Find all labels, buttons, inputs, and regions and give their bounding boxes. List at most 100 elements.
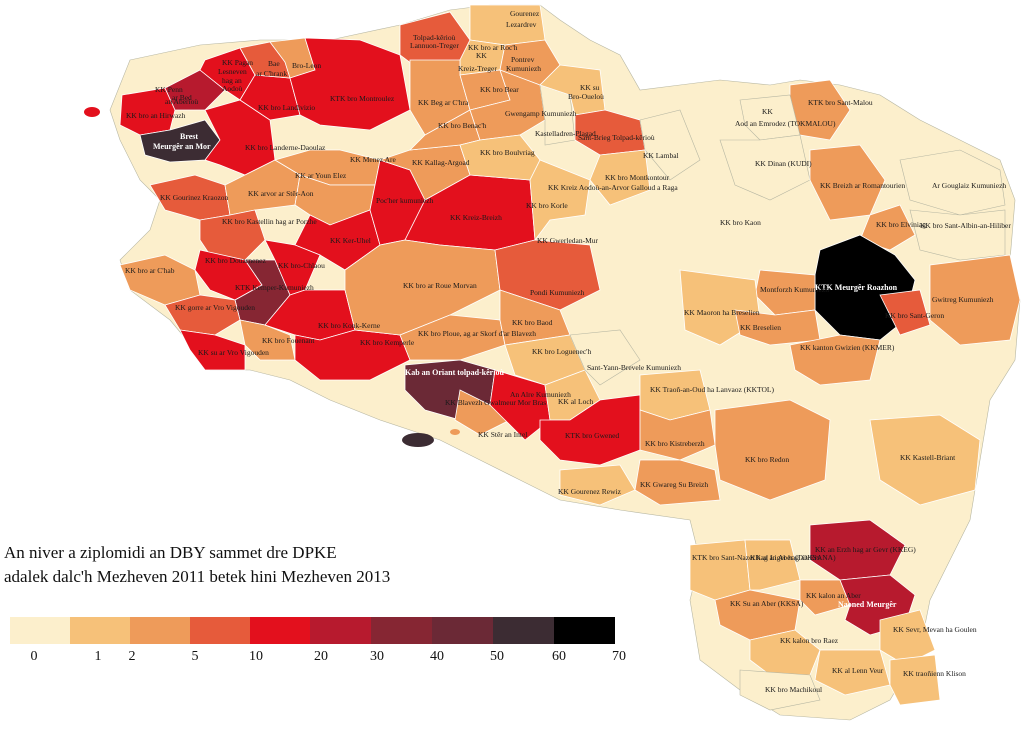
legend: 0 1 2 5 10 20 30 40 50 60 70 (10, 617, 626, 667)
map-label: KK Lambal (643, 151, 679, 160)
legend-tick-label: 20 (314, 649, 328, 664)
map-label: Sant-Brieg Tolpad-kêrioù (578, 133, 655, 142)
region-kk-kalon-an-aber (799, 579, 851, 616)
map-label: KK Breizh ar Romantourien (820, 181, 905, 190)
region-ktk-sant-nazer (689, 539, 751, 601)
map-label: KK kanton Gwizien (KKMER) (800, 343, 895, 352)
map-label: Lezardrev (506, 20, 537, 29)
map-label: Kab an Oriant tolpad-kêrioù (405, 368, 504, 377)
map-label: KTK Meurgêr Roazhon (815, 283, 898, 292)
map-label: KK an Erzh hag ar Gevr (KKEG) (815, 545, 916, 554)
legend-tick-label: 30 (370, 649, 384, 664)
map-label: KK bro ar Roc'h (468, 43, 518, 52)
map-label: KK bro Bear (480, 85, 519, 94)
map-label: KK bro Boulvriag (480, 148, 535, 157)
region-kk-gourenez-rewiz (559, 464, 636, 506)
map-label: Aod an Emrodez (TOKMALOU) (735, 119, 836, 128)
map-label: Kreiz-Treger (458, 64, 497, 73)
map-label: KK su (580, 83, 600, 92)
map-label: KK bro Sant-Albin-an-Hiliber (920, 221, 1011, 230)
map-label: KK bro Montkontour (605, 173, 670, 182)
legend-tick-label: 40 (430, 649, 444, 664)
map-label: KK Pagan (222, 58, 253, 67)
region-ar-gouglaiz (899, 149, 1006, 216)
map-label: KK Kallag-Argoad (412, 158, 470, 167)
map-label: KK bro Elviniag (876, 220, 926, 229)
map-label: KK bro Douarnenez (205, 256, 266, 265)
map-label: Lesneven (218, 67, 247, 76)
region-kk-kastell-briant (869, 414, 981, 506)
map-label: KK Dinan (KUDI) (755, 159, 812, 168)
region-kk-su-vigouden (179, 329, 246, 371)
map-label: KK bro Benac'h (438, 121, 487, 130)
map-label: Bae (268, 59, 280, 68)
legend-tick-label: 0 (30, 649, 38, 664)
map-label: Aodoù (222, 84, 243, 93)
map-label: Gwitreg Kumuniezh (932, 295, 994, 304)
map-label: Tolpad-kêrioù (413, 33, 456, 42)
map-label: KK al Lenn Veur (832, 666, 884, 675)
map-label: KK Gourenez Rewiz (558, 487, 622, 496)
map-label: KK traoñienn Klison (903, 669, 966, 678)
map-label: KK ar Youn Elez (295, 171, 347, 180)
map-label: KTK Kemper-Kumuniezh (235, 283, 314, 292)
map-label: KK bro Kistreberzh (645, 439, 705, 448)
legend-swatch (371, 617, 432, 644)
map-label: KK Ker-Uhel (330, 236, 371, 245)
map-label: KK bro Korle (526, 201, 568, 210)
region-kk-al-lenn-veur (814, 649, 891, 696)
legend-tick-label: 70 (612, 649, 626, 664)
legend-swatch (310, 617, 371, 644)
region-kk-sant-albin (909, 209, 1006, 261)
map-label: KK bro ar C'hab (125, 266, 175, 275)
map-label: KK kalon bro Raez (780, 636, 839, 645)
region-kk-montkontour (589, 149, 651, 206)
map-label: KK al Loch (558, 397, 594, 406)
legend-tick-label: 1 (94, 649, 102, 664)
map-label: KK bro Kaon (720, 218, 761, 227)
map-label: KK Beg ar C'hra (418, 98, 469, 107)
map-label: Gwengamp Kumuniezh (505, 109, 577, 118)
map-label: Montforzh Kumuniezh (760, 285, 829, 294)
map-label: an Aberioù (165, 97, 198, 106)
legend-color-scale (10, 617, 620, 644)
map-label: KK (762, 107, 773, 116)
legend-tick-label: 2 (128, 649, 136, 664)
map-label: KK bro-Chlaou (278, 261, 325, 270)
map-label: Kumuniezh (506, 64, 541, 73)
region-gwitreg (929, 254, 1021, 346)
region-kk-bro-machikoul (739, 669, 821, 711)
map-label: KTK bro Montroulez (330, 94, 395, 103)
map-label: KK bro Redon (745, 455, 789, 464)
map-label: Ar Gouglaiz Kumuniezh (932, 181, 1006, 190)
map-label: KK Maoron ha Breselien (684, 308, 760, 317)
map-label: KK Menez Are (350, 155, 396, 164)
caption-line-1: An niver a ziplomidi an DBY sammet dre D… (4, 543, 337, 562)
map-label: KTK bro Sant-Malou (808, 98, 873, 107)
map-label: KK Sevr, Mevan ha Goulen (893, 625, 977, 634)
map-label: KK kalon an Aber (806, 591, 861, 600)
map-label: Poc'her kumuniezh (376, 196, 434, 205)
map-label: KK Kastell-Briant (900, 453, 956, 462)
legend-tick-label: 60 (552, 649, 566, 664)
region-kk-lambal (639, 109, 701, 181)
map-label: KK Penn (155, 85, 183, 94)
map-label: Pondi Kumuniezh (530, 288, 585, 297)
legend-tick-label: 5 (191, 649, 199, 664)
legend-swatch (10, 617, 70, 644)
legend-swatch (250, 617, 310, 644)
region-kk-penn-ar-bed (164, 69, 226, 111)
island-belle-ile (402, 433, 434, 447)
map-label: KK su ar Vro Vigouden (198, 348, 269, 357)
map-label: KK Breselien (740, 323, 781, 332)
map-label: KK bro Landerne-Daoulaz (245, 143, 326, 152)
legend-tick-label: 50 (490, 649, 504, 664)
region-kk-kanton-gwizien (789, 334, 881, 386)
region-kk-kastellin (199, 209, 266, 261)
legend-swatch (190, 617, 250, 644)
map-label: KK al Liger hag an Erv (750, 553, 821, 562)
caption-line-2: adalek dalc'h Mezheven 2011 betek hini M… (4, 567, 391, 586)
map-label: Kastelladren-Plagad (535, 129, 596, 138)
region-sant-yann-brevele (569, 329, 641, 386)
